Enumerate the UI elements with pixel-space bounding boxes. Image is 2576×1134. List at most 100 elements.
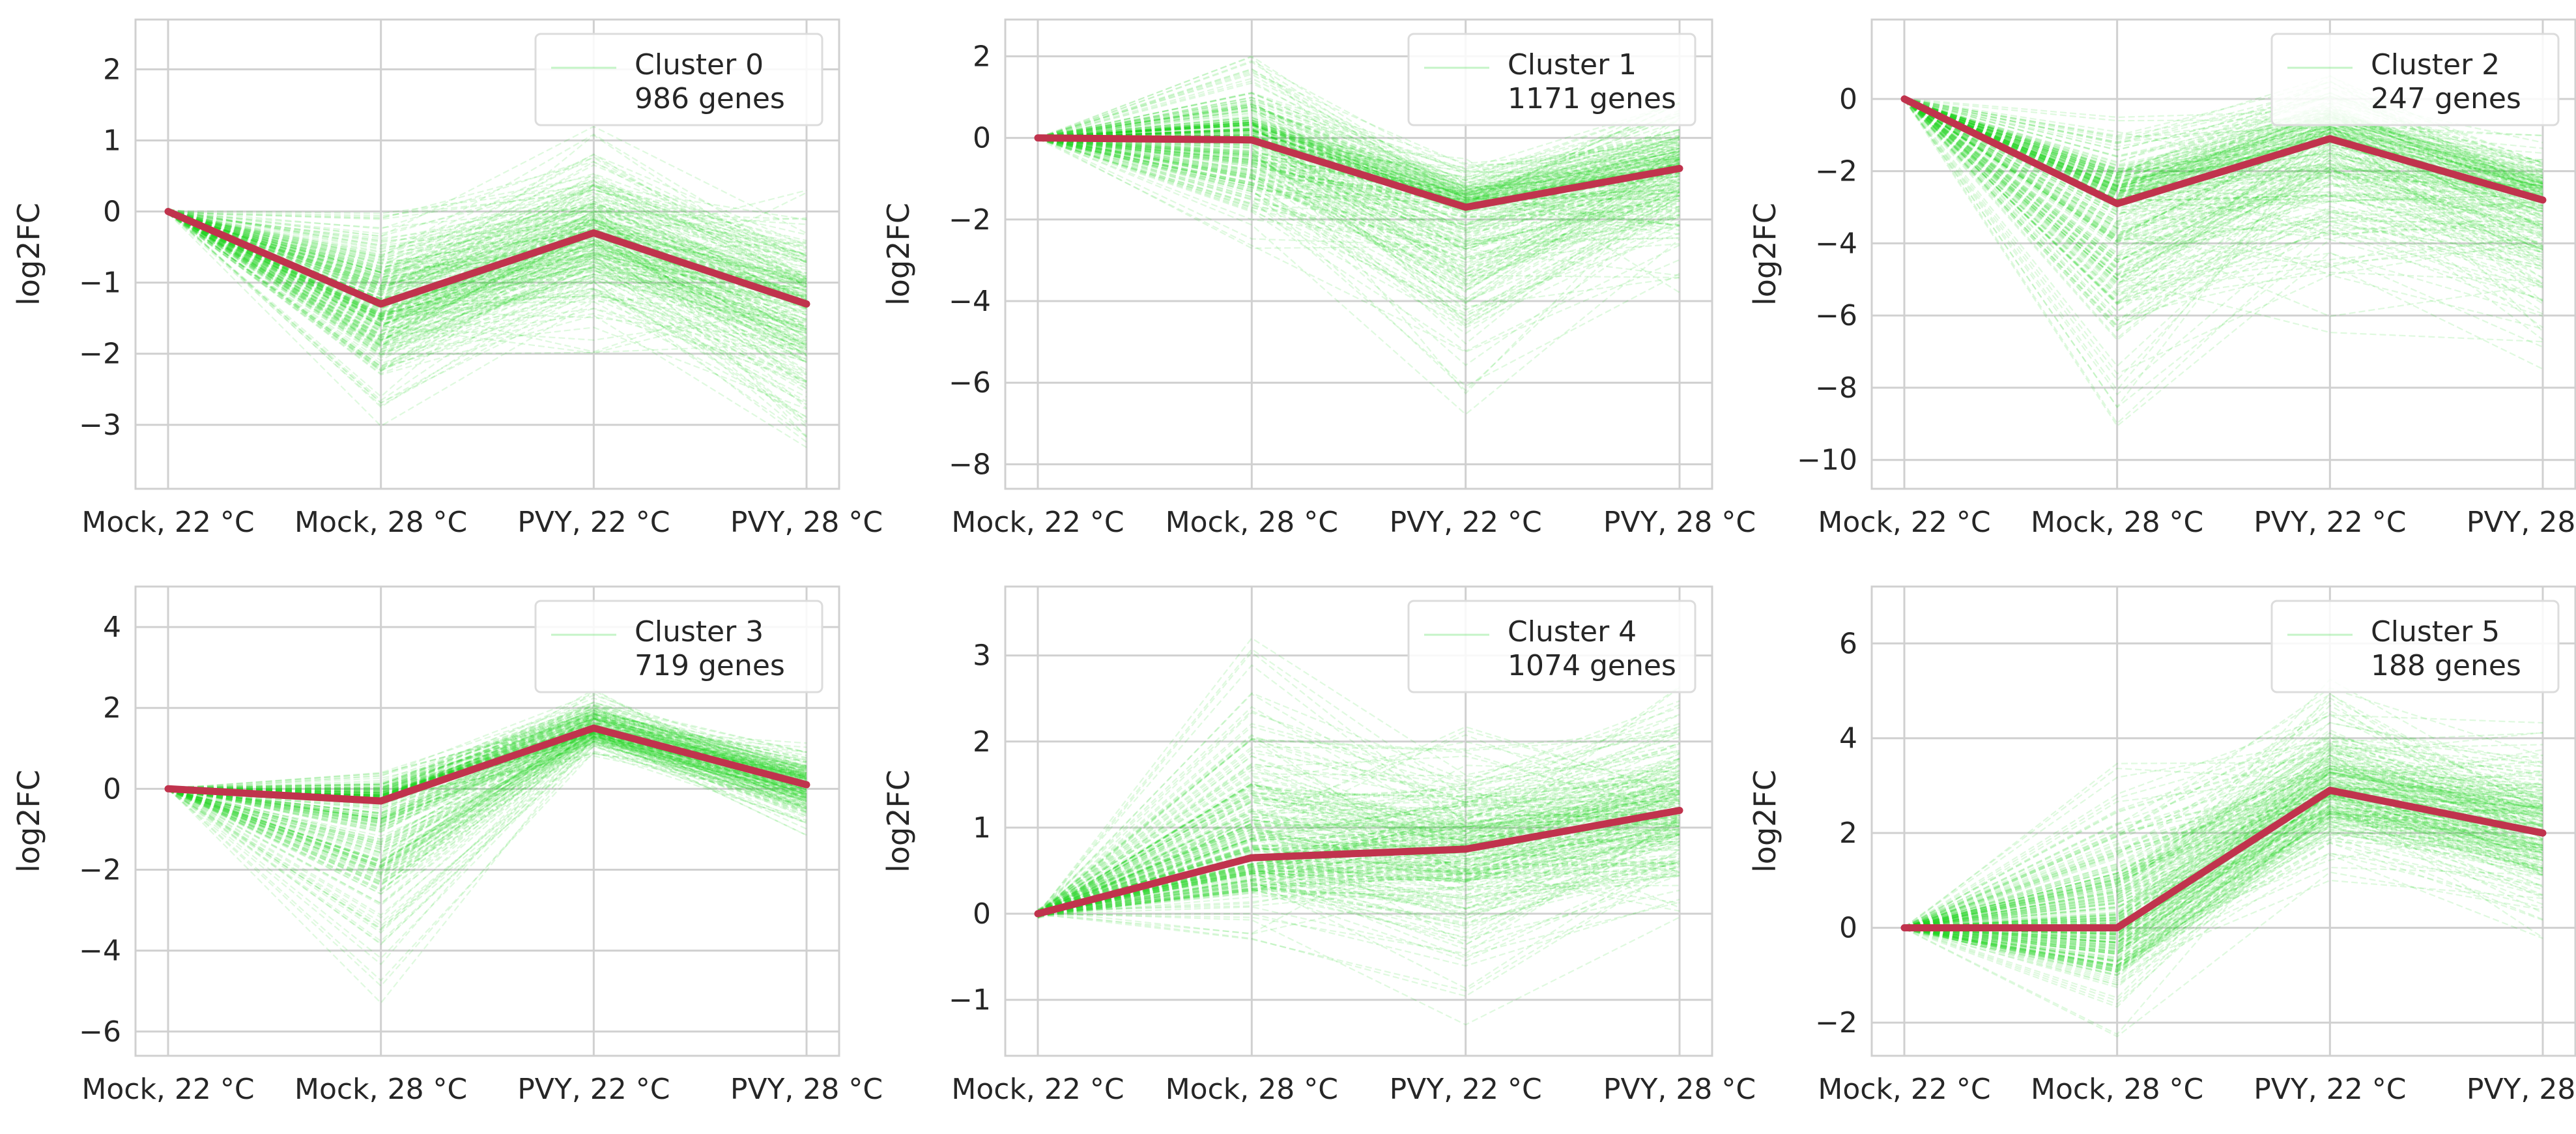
gene-profile-line xyxy=(167,709,807,791)
gene-profile-line xyxy=(167,173,807,302)
gene-profile-line xyxy=(167,211,807,367)
gene-profile-line xyxy=(1037,138,1680,304)
gene-profile-line xyxy=(167,210,807,308)
gene-profile-line xyxy=(1904,740,2543,928)
gene-profile-line xyxy=(1904,98,2543,188)
gene-profile-line xyxy=(1904,98,2543,192)
gene-profile-line xyxy=(167,721,807,796)
gene-profile-line xyxy=(1904,98,2543,269)
gene-profile-line xyxy=(167,203,807,304)
gene-profile-line xyxy=(167,211,807,418)
gene-profile-line xyxy=(1037,109,1680,199)
gene-profile-line xyxy=(167,211,807,358)
gene-profile-line xyxy=(1037,864,1680,992)
gene-profile-line xyxy=(1904,749,2543,928)
gene-profile-line xyxy=(1037,119,1680,203)
gene-profile-line xyxy=(167,722,807,864)
gene-profile-line xyxy=(1037,61,1680,201)
gene-profile-line xyxy=(167,153,807,288)
gene-profile-line xyxy=(1904,770,2543,929)
gene-profile-line xyxy=(1037,136,1680,387)
gene-profile-line xyxy=(1037,841,1680,916)
gene-profile-line xyxy=(167,173,807,253)
gene-profile-line xyxy=(1904,736,2543,929)
legend-box xyxy=(1407,33,1696,126)
gene-profile-line xyxy=(167,717,807,843)
y-tick-label: 0 xyxy=(1839,912,1857,945)
gene-profile-line xyxy=(167,210,807,296)
gene-profile-line xyxy=(1904,91,2543,185)
gene-profile-line xyxy=(1037,840,1680,916)
gene-profile-line xyxy=(167,724,807,794)
gene-profile-line xyxy=(1904,92,2543,177)
gene-profile-line xyxy=(1037,138,1680,345)
axes-frame xyxy=(1004,585,1713,1057)
gene-profile-line xyxy=(1037,793,1680,915)
gene-profile-line xyxy=(1904,98,2543,172)
gene-profile-line xyxy=(167,204,807,438)
gene-profile-line xyxy=(1037,798,1680,916)
gene-profile-line xyxy=(167,701,807,790)
gene-profile-line xyxy=(1904,785,2543,929)
gene-profile-line xyxy=(1037,128,1680,203)
gene-profile-line xyxy=(1904,760,2543,929)
y-tick-label: 2 xyxy=(103,691,121,725)
gene-profile-line xyxy=(167,718,807,800)
gene-profile-line xyxy=(1037,825,1680,915)
gene-profile-line xyxy=(1904,98,2543,177)
gene-profile-line xyxy=(1904,98,2543,298)
gene-profile-line xyxy=(1904,787,2543,929)
gene-profile-line xyxy=(167,727,807,794)
gene-profile-line xyxy=(167,734,807,916)
gene-profile-line xyxy=(167,211,807,320)
gene-profile-line xyxy=(1037,137,1680,225)
gene-profile-line xyxy=(1037,738,1680,914)
gene-profile-line xyxy=(1037,137,1680,328)
gene-profile-line xyxy=(167,719,807,790)
gene-profile-line xyxy=(1904,98,2543,306)
gene-profile-line xyxy=(1904,786,2543,933)
gene-profile-line xyxy=(1904,98,2543,189)
gene-profile-line xyxy=(1037,858,1680,916)
gene-profile-line xyxy=(167,710,807,792)
gene-profile-line xyxy=(1904,98,2543,370)
gene-profile-line xyxy=(1904,781,2543,929)
gene-profile-line xyxy=(167,211,807,342)
gene-profile-line xyxy=(1904,97,2543,229)
gene-profile-line xyxy=(1037,755,1680,913)
gene-profile-line xyxy=(167,211,807,285)
gene-profile-line xyxy=(167,713,807,796)
gene-profile-line xyxy=(167,213,807,426)
gene-profile-line xyxy=(1904,792,2543,928)
gene-profile-line xyxy=(1904,98,2543,340)
gene-profile-line xyxy=(167,188,807,283)
gene-profile-line xyxy=(167,211,807,339)
gene-profile-line xyxy=(1037,134,1680,224)
gene-profile-line xyxy=(1037,72,1680,166)
gene-profile-line xyxy=(167,185,807,292)
gene-profile-line xyxy=(167,213,807,321)
gene-profile-line xyxy=(1037,128,1680,233)
gene-profile-line xyxy=(167,200,807,310)
gene-profile-line xyxy=(1904,751,2543,972)
gene-profile-line xyxy=(1904,98,2543,231)
gene-profile-line xyxy=(1037,802,1680,912)
gene-profile-line xyxy=(1037,136,1680,208)
legend-cluster-label: Cluster 2 xyxy=(2371,48,2500,81)
gene-profile-line xyxy=(167,125,807,237)
gene-profile-line xyxy=(1904,97,2543,190)
gene-profile-line xyxy=(1037,136,1680,226)
gene-profile-line xyxy=(167,726,807,811)
gene-profile-line xyxy=(167,743,807,945)
gene-profile-line xyxy=(1904,98,2543,321)
gene-profile-line xyxy=(167,211,807,276)
gene-profiles xyxy=(1904,678,2543,1038)
gene-profile-line xyxy=(1037,138,1680,240)
gene-profile-line xyxy=(1037,136,1680,235)
gene-profiles xyxy=(167,125,807,448)
gene-profile-line xyxy=(1037,138,1680,283)
gene-profile-line xyxy=(1904,98,2543,408)
gene-profile-line xyxy=(1037,93,1680,175)
gene-profile-line xyxy=(1037,137,1680,245)
